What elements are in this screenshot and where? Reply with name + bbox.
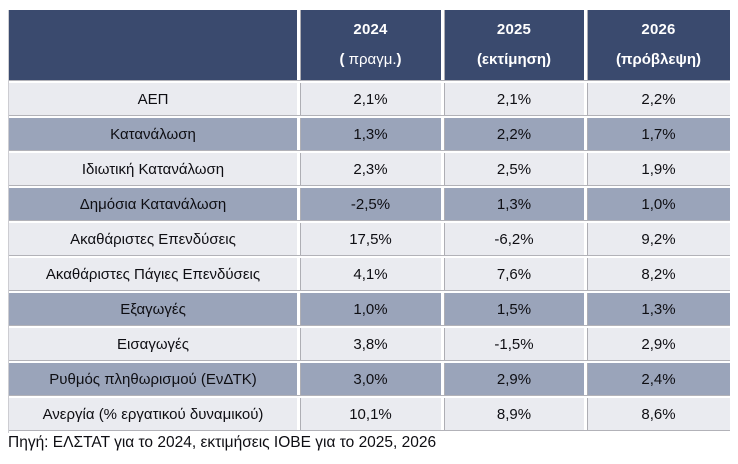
table-row: Εξαγωγές 1,0% 1,5% 1,3% xyxy=(9,293,730,325)
value-cell: 2,5% xyxy=(441,153,584,185)
row-label: Ρυθμός πληθωρισμού (ΕνΔΤΚ) xyxy=(9,363,297,395)
value-cell: 1,0% xyxy=(584,188,730,220)
value-cell: 2,2% xyxy=(584,83,730,115)
value-cell: 8,9% xyxy=(441,398,584,430)
value-cell: 1,3% xyxy=(441,188,584,220)
value-cell: 2,2% xyxy=(441,118,584,150)
value-cell: 9,2% xyxy=(584,223,730,255)
value-cell: 1,7% xyxy=(584,118,730,150)
table-row: Ρυθμός πληθωρισμού (ΕνΔΤΚ) 3,0% 2,9% 2,4… xyxy=(9,363,730,395)
header-col-2024: 2024 ( πραγμ.) xyxy=(297,10,441,80)
table-row: ΑΕΠ 2,1% 2,1% 2,2% xyxy=(9,83,730,115)
year-label: 2025 xyxy=(496,21,532,38)
value-cell: 2,1% xyxy=(297,83,441,115)
header-row: 2024 ( πραγμ.) 2025 (εκτίμηση) 2026 (πρό… xyxy=(9,10,730,80)
value-cell: -6,2% xyxy=(441,223,584,255)
table-row: Κατανάλωση 1,3% 2,2% 1,7% xyxy=(9,118,730,150)
value-cell: 1,0% xyxy=(297,293,441,325)
year-label: 2026 xyxy=(641,21,676,38)
row-label: Ακαθάριστες Πάγιες Επενδύσεις xyxy=(9,258,297,290)
value-cell: 2,9% xyxy=(441,363,584,395)
row-label: Δημόσια Κατανάλωση xyxy=(9,188,297,220)
value-cell: 10,1% xyxy=(297,398,441,430)
table-row: Ανεργία (% εργατικού δυναμικού) 10,1% 8,… xyxy=(9,398,730,430)
year-label: 2024 xyxy=(353,21,388,38)
row-label: Εξαγωγές xyxy=(9,293,297,325)
value-cell: 17,5% xyxy=(297,223,441,255)
value-cell: 2,4% xyxy=(584,363,730,395)
value-cell: 2,3% xyxy=(297,153,441,185)
year-sublabel: (εκτίμηση) xyxy=(476,51,552,68)
economy-forecast-table: 2024 ( πραγμ.) 2025 (εκτίμηση) 2026 (πρό… xyxy=(8,10,730,433)
value-cell: 4,1% xyxy=(297,258,441,290)
table-row: Ακαθάριστες Πάγιες Επενδύσεις 4,1% 7,6% … xyxy=(9,258,730,290)
row-label: ΑΕΠ xyxy=(9,83,297,115)
header-col-2025: 2025 (εκτίμηση) xyxy=(441,10,584,80)
value-cell: 1,5% xyxy=(441,293,584,325)
value-cell: 8,2% xyxy=(584,258,730,290)
value-cell: 3,8% xyxy=(297,328,441,360)
row-label: Κατανάλωση xyxy=(9,118,297,150)
value-cell: 3,0% xyxy=(297,363,441,395)
source-note: Πηγή: ΕΛΣΤΑΤ για το 2024, εκτιμήσεις ΙΟΒ… xyxy=(8,434,437,451)
value-cell: 2,1% xyxy=(441,83,584,115)
value-cell: 1,3% xyxy=(297,118,441,150)
table-row: Εισαγωγές 3,8% -1,5% 2,9% xyxy=(9,328,730,360)
row-label: Ακαθάριστες Επενδύσεις xyxy=(9,223,297,255)
value-cell: 2,9% xyxy=(584,328,730,360)
table-row: Δημόσια Κατανάλωση -2,5% 1,3% 1,0% xyxy=(9,188,730,220)
table-row: Ιδιωτική Κατανάλωση 2,3% 2,5% 1,9% xyxy=(9,153,730,185)
value-cell: 1,3% xyxy=(584,293,730,325)
header-col-2026: 2026 (πρόβλεψη) xyxy=(584,10,730,80)
value-cell: 1,9% xyxy=(584,153,730,185)
value-cell: 8,6% xyxy=(584,398,730,430)
row-label: Ιδιωτική Κατανάλωση xyxy=(9,153,297,185)
table-row: Ακαθάριστες Επενδύσεις 17,5% -6,2% 9,2% xyxy=(9,223,730,255)
value-cell: -1,5% xyxy=(441,328,584,360)
year-sublabel: ( πραγμ.) xyxy=(339,51,402,68)
header-spacer-cell xyxy=(9,10,297,80)
row-label: Εισαγωγές xyxy=(9,328,297,360)
value-cell: -2,5% xyxy=(297,188,441,220)
year-sublabel: (πρόβλεψη) xyxy=(616,51,701,68)
row-label: Ανεργία (% εργατικού δυναμικού) xyxy=(9,398,297,430)
value-cell: 7,6% xyxy=(441,258,584,290)
